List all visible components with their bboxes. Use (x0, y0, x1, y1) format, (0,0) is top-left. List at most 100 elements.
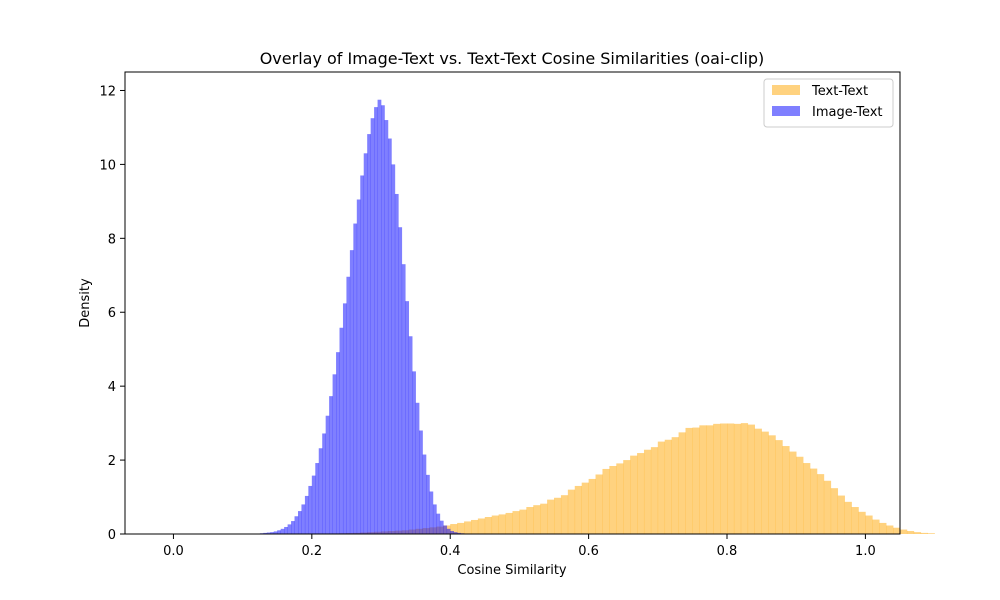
bar-image-text (360, 175, 365, 535)
bar-text-text (678, 432, 686, 534)
plot-frame (124, 71, 901, 535)
bar-text-text (560, 495, 569, 534)
bar-image-text (450, 531, 454, 534)
y-tick-label: 0 (108, 528, 116, 543)
bar-text-text (630, 455, 638, 534)
legend-label-text-text: Text-Text (811, 84, 868, 99)
x-axis-label: Cosine Similarity (457, 563, 567, 578)
bar-image-text (266, 532, 271, 534)
bar-image-text (446, 528, 451, 534)
bar-image-text (325, 415, 330, 534)
bar-text-text (457, 522, 465, 534)
bar-image-text (294, 516, 299, 534)
bar-image-text (304, 495, 309, 534)
bar-image-text (377, 99, 382, 534)
bar-text-text (526, 507, 534, 534)
bar-text-text (616, 463, 624, 534)
bar-text-text (823, 480, 832, 534)
bar-text-text (900, 529, 908, 534)
bar-text-text (789, 451, 797, 534)
bar-image-text (432, 504, 437, 534)
bar-image-text (412, 371, 416, 534)
x-tick-label: 0.6 (578, 544, 599, 559)
bar-text-text (567, 489, 576, 534)
bar-text-text (816, 474, 825, 534)
bar-image-text (367, 134, 371, 534)
bar-image-text (443, 525, 448, 534)
bar-image-text (394, 193, 399, 534)
bar-text-text (865, 515, 873, 534)
bar-text-text (927, 533, 935, 534)
bar-text-text (609, 465, 617, 534)
bar-text-text (477, 518, 486, 534)
bar-image-text (422, 454, 427, 534)
bar-text-text (491, 515, 499, 534)
x-tick-label: 0.0 (163, 544, 184, 559)
bar-text-text (650, 447, 659, 534)
bar-image-text (353, 223, 358, 535)
bar-text-text (554, 497, 562, 534)
bar-image-text (453, 532, 458, 534)
bar-text-text (713, 423, 721, 534)
bar-image-text (311, 475, 316, 534)
bar-text-text (837, 495, 845, 534)
series-text-text (173, 423, 935, 534)
bar-text-text (657, 441, 666, 534)
y-tick-label: 6 (108, 306, 116, 321)
chart-title: Overlay of Image-Text vs. Text-Text Cosi… (260, 49, 765, 68)
bar-text-text (733, 423, 742, 534)
bar-text-text (664, 439, 672, 534)
bar-image-text (342, 303, 347, 534)
bar-text-text (851, 507, 859, 534)
bar-image-text (457, 532, 461, 534)
x-tick-label: 0.8 (717, 544, 738, 559)
bar-text-text (775, 440, 783, 534)
bar-image-text (429, 491, 434, 534)
bar-image-text (381, 105, 385, 534)
bar-text-text (886, 525, 894, 534)
x-tick-label: 1.0 (855, 544, 876, 559)
bar-text-text (484, 517, 493, 534)
bar-image-text (419, 430, 423, 534)
bar-text-text (796, 456, 804, 534)
bar-image-text (291, 521, 295, 534)
y-tick-label: 4 (108, 380, 116, 395)
legend-swatch-text-text (772, 85, 800, 95)
bar-text-text (505, 512, 513, 534)
y-tick-label: 2 (108, 454, 116, 469)
bar-text-text (920, 532, 928, 534)
bar-text-text (879, 522, 887, 534)
bar-text-text (830, 488, 839, 534)
bar-text-text (602, 468, 610, 534)
bar-image-text (270, 532, 275, 534)
x-tick-label: 0.2 (301, 544, 322, 559)
bar-text-text (754, 428, 762, 534)
y-axis-label: Density (78, 278, 93, 328)
bar-text-text (671, 437, 679, 534)
bar-image-text (391, 164, 396, 534)
bar-image-text (287, 524, 292, 534)
bar-text-text (512, 511, 520, 534)
bar-image-text (363, 153, 368, 534)
bar-text-text (574, 485, 582, 534)
bar-image-text (415, 402, 420, 534)
bar-text-text (692, 427, 700, 534)
bar-image-text (301, 504, 306, 534)
bar-text-text (464, 521, 472, 534)
bar-image-text (336, 352, 340, 534)
bar-image-text (356, 199, 361, 534)
bar-text-text (643, 449, 652, 534)
bar-image-text (322, 433, 326, 534)
bar-text-text (906, 531, 915, 534)
bar-image-text (346, 276, 351, 534)
legend: Text-Text Image-Text (763, 78, 894, 128)
bar-text-text (450, 524, 458, 534)
bar-text-text (727, 423, 735, 534)
bar-image-text (308, 485, 313, 534)
bar-text-text (720, 423, 728, 534)
bar-text-text (740, 423, 749, 534)
legend-label-image-text: Image-Text (812, 105, 883, 120)
bar-image-text (284, 526, 288, 534)
bar-image-text (398, 227, 403, 535)
